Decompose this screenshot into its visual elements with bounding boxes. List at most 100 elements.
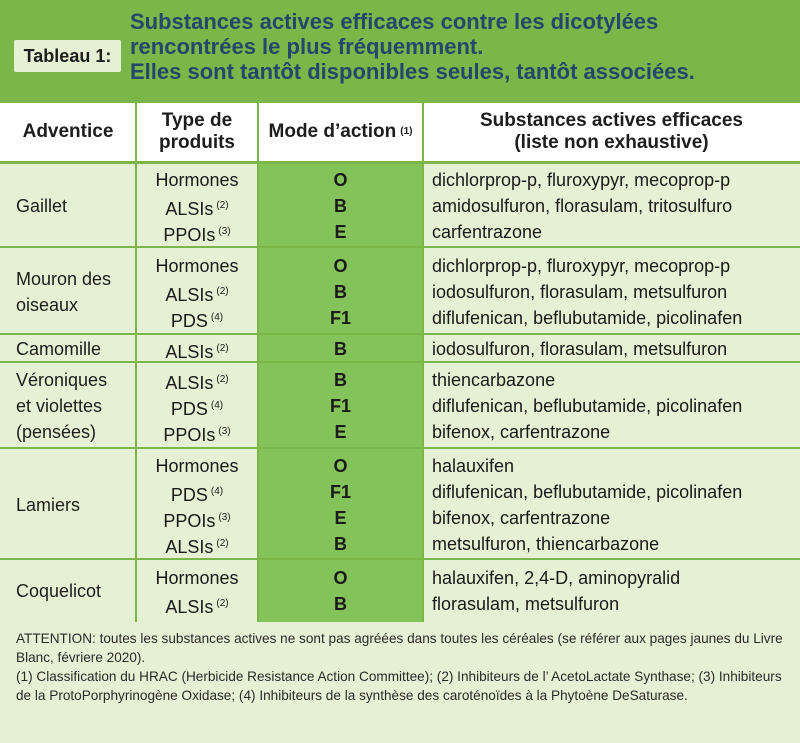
weed-name: Gaillet	[16, 164, 136, 248]
active-substances: bifenox, carfentrazone	[432, 422, 611, 442]
footnote-warning: ATTENTION: toutes les substances actives…	[16, 631, 783, 665]
mode-of-action: E	[334, 507, 347, 528]
title-line-2: rencontrées le plus fréquemment.	[130, 34, 484, 59]
product-type-cell: Hormones	[136, 453, 258, 479]
product-type: ALSIs	[165, 342, 214, 362]
weed-name: Véroniques et violettes (pensées)	[16, 363, 136, 449]
mode-of-action: E	[334, 222, 347, 242]
active-substances: bifenox, carfentrazone	[432, 507, 611, 528]
weed-name: Mouron des oiseaux	[16, 248, 136, 335]
mode-of-action: B	[334, 533, 347, 554]
active-substances: diflufenican, beflubutamide, picolinafen	[432, 307, 743, 328]
product-type-note: (2)	[216, 374, 229, 385]
active-substances: iodosulfuron, florasulam, metsulfuron	[432, 339, 728, 359]
mode-of-action: F1	[329, 307, 351, 328]
product-type-cell: PDS (4)	[136, 393, 258, 419]
product-type: PDS	[170, 310, 208, 331]
mode-of-action: B	[334, 196, 347, 216]
product-type: Hormones	[155, 170, 239, 190]
product-type: ALSIs	[165, 199, 214, 219]
weed-name-line: Camomille	[16, 339, 102, 359]
product-type-note: (3)	[218, 426, 231, 437]
header-weed: Adventice	[0, 103, 136, 161]
footnote-legend: (1) Classification du HRAC (Herbicide Re…	[16, 669, 782, 703]
active-substances: diflufenican, beflubutamide, picolinafen	[432, 481, 743, 502]
mode-of-action: O	[333, 170, 348, 190]
product-type-note: (3)	[218, 511, 231, 523]
weed-name-line: oiseaux	[16, 294, 79, 315]
active-substances: diflufenican, beflubutamide, picolinafen	[432, 396, 743, 416]
weed-name: Camomille	[16, 335, 136, 363]
title-line-3: Elles sont tantôt disponibles seules, ta…	[130, 59, 695, 84]
header-type-line1: Type de	[161, 110, 233, 131]
mode-of-action: F1	[329, 481, 351, 502]
product-type-note: (4)	[210, 485, 224, 497]
product-type-cell: ALSIs (2)	[136, 279, 258, 305]
product-type-cell: ALSIs (2)	[136, 193, 258, 219]
table-number-tag: Tableau 1:	[14, 40, 121, 72]
weed-name-line: et violettes	[16, 396, 103, 416]
product-type: ALSIs	[165, 284, 214, 305]
product-type-note: (2)	[216, 200, 229, 211]
product-type: PDS	[170, 399, 208, 419]
title-line-1: Substances actives efficaces contre les …	[130, 9, 659, 34]
table-header-banner: Tableau 1: Substances actives efficaces …	[0, 0, 800, 103]
table-title: Substances actives efficaces contre les …	[130, 9, 795, 84]
header-substances: Substances actives efficaces (liste non …	[423, 103, 800, 161]
product-type-cell: PPOIs (3)	[136, 219, 258, 245]
table-footnotes: ATTENTION: toutes les substances actives…	[16, 629, 792, 705]
column-header-row: Adventice Type de produits Mode d’action…	[0, 103, 800, 164]
product-type-cell: PDS (4)	[136, 305, 258, 331]
header-mode-note: (1)	[400, 126, 413, 137]
active-substances: florasulam, metsulfuron	[432, 594, 620, 614]
header-type-line2: produits	[159, 132, 235, 153]
weed-name-line: Coquelicot	[16, 581, 102, 601]
mode-of-action: O	[333, 255, 348, 276]
product-type-cell: PPOIs (3)	[136, 505, 258, 531]
mode-of-action: E	[334, 422, 347, 442]
product-type-note: (2)	[216, 285, 229, 297]
mode-of-action: O	[333, 568, 348, 588]
product-type-cell: ALSIs (2)	[136, 336, 258, 362]
mode-of-action: F1	[329, 396, 351, 416]
product-type: Hormones	[155, 455, 239, 476]
product-type-cell: Hormones	[136, 565, 258, 591]
active-substances: dichlorprop-p, fluroxypyr, mecoprop-p	[432, 255, 731, 276]
product-type-note: (4)	[210, 400, 224, 411]
header-subs-line1: Substances actives efficaces	[480, 110, 743, 131]
active-substances: thiencarbazone	[432, 370, 556, 390]
product-type: PDS	[170, 484, 208, 505]
header-product-type: Type de produits	[136, 103, 258, 161]
product-type: PPOIs	[163, 425, 216, 445]
active-substances: amidosulfuron, florasulam, tritosulfuro	[432, 196, 733, 216]
product-type-cell: ALSIs (2)	[136, 591, 258, 617]
product-type-note: (3)	[218, 226, 231, 237]
mode-of-action: B	[334, 339, 347, 359]
product-type-cell: PDS (4)	[136, 479, 258, 505]
herbicide-table: Adventice Type de produits Mode d’action…	[0, 103, 800, 622]
active-substances: halauxifen	[432, 455, 515, 476]
product-type-cell: PPOIs (3)	[136, 419, 258, 445]
weed-name-line: Véroniques	[16, 370, 108, 390]
active-substances: carfentrazone	[432, 222, 543, 242]
mode-of-action: B	[334, 594, 347, 614]
weed-name-line: Lamiers	[16, 494, 81, 515]
product-type-cell: ALSIs (2)	[136, 367, 258, 393]
product-type-note: (2)	[216, 537, 229, 549]
product-type-note: (2)	[216, 343, 229, 354]
mode-of-action: B	[334, 370, 347, 390]
header-weed-label: Adventice	[22, 121, 114, 142]
weed-name-line: Mouron des	[16, 268, 112, 289]
product-type: ALSIs	[165, 536, 214, 557]
weed-name-line: (pensées)	[16, 422, 97, 442]
header-mode-label: Mode d’action	[268, 121, 397, 142]
active-substances: metsulfuron, thiencarbazone	[432, 533, 660, 554]
header-subs-line2: (liste non exhaustive)	[514, 132, 709, 153]
header-mode: Mode d’action (1)	[258, 103, 423, 161]
product-type: Hormones	[155, 255, 239, 276]
